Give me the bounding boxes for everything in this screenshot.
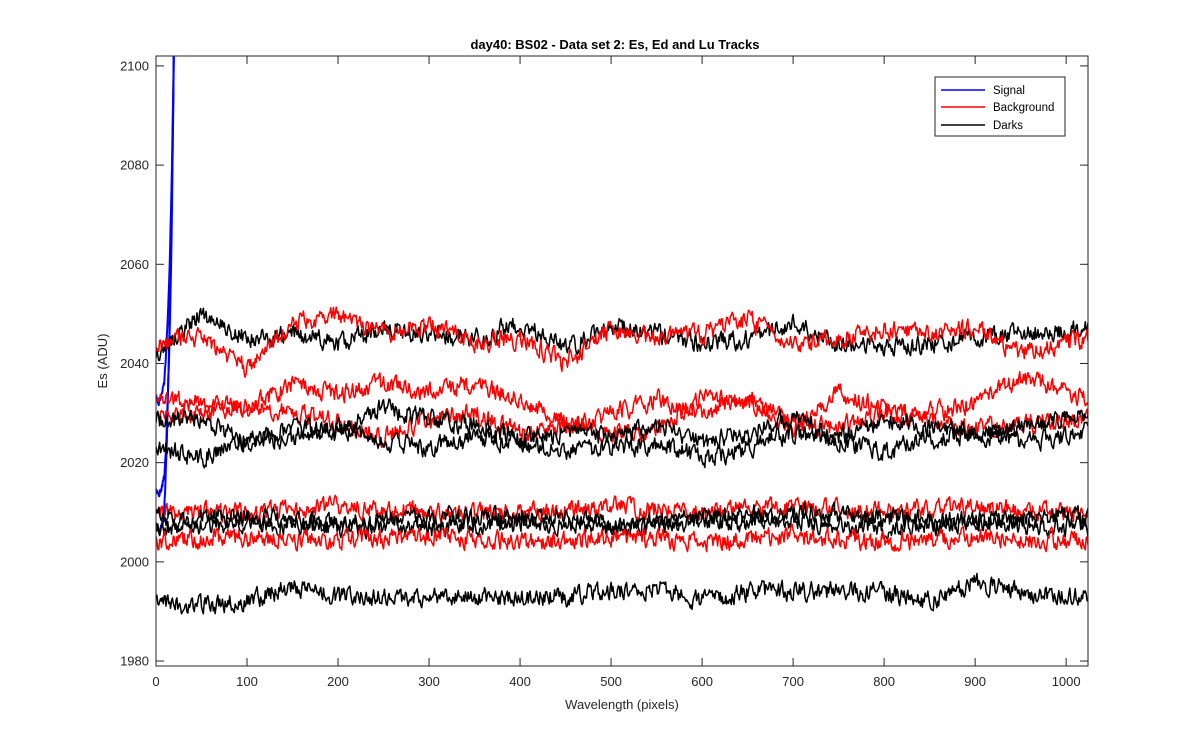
series-line-background-4: [156, 306, 1088, 378]
axes-box: [155, 55, 1089, 667]
x-tick-label: 400: [509, 674, 531, 689]
series-line-darks-13: [156, 572, 1088, 615]
plot-area: [156, 56, 1088, 615]
x-tick-label: 700: [782, 674, 804, 689]
legend-label-darks: Darks: [993, 120, 1023, 132]
series-line-background-9: [156, 494, 1088, 525]
y-tick-label: 1980: [120, 654, 149, 669]
x-tick-label: 300: [418, 674, 440, 689]
x-tick-label: 500: [600, 674, 622, 689]
y-tick-label: 2080: [120, 158, 149, 173]
legend-label-signal: Signal: [993, 85, 1025, 97]
series-line-background-5: [156, 371, 1088, 443]
x-tick-label: 200: [327, 674, 349, 689]
y-tick-label: 2020: [120, 455, 149, 470]
x-tick-label: 600: [691, 674, 713, 689]
y-tick-label: 2040: [120, 356, 149, 371]
series-line-darks-8: [156, 417, 1088, 469]
series-line-darks-3: [156, 307, 1088, 362]
series-line-background-6: [156, 388, 1088, 449]
axis-ticks: 0 100 200 300 400 500 600 700 800 900 1000 1980 2000…: [120, 56, 1088, 689]
x-tick-label: 0: [152, 674, 159, 689]
y-tick-label: 2000: [120, 554, 149, 569]
series-line-darks-11: [156, 510, 1088, 540]
y-tick-label: 2100: [120, 58, 149, 73]
legend: Signal Background Darks: [934, 76, 1066, 137]
x-axis-label: Wavelength (pixels): [565, 697, 679, 712]
chart-title: day40: BS02 - Data set 2: Es, Ed and Lu …: [470, 37, 759, 52]
legend-label-background: Background: [993, 102, 1054, 114]
x-tick-label: 1000: [1052, 674, 1081, 689]
x-tick-label: 100: [236, 674, 258, 689]
y-axis-label: Es (ADU): [95, 334, 110, 389]
x-tick-label: 900: [964, 674, 986, 689]
series-line-background-12: [156, 523, 1088, 553]
x-tick-label: 800: [873, 674, 895, 689]
y-tick-label: 2060: [120, 257, 149, 272]
